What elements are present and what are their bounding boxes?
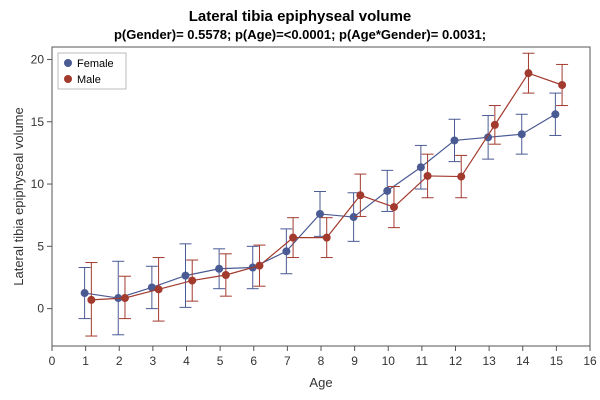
- male-point: [356, 191, 365, 200]
- x-tick-label: 13: [482, 354, 496, 368]
- male-point: [255, 261, 264, 270]
- male-point: [289, 233, 298, 242]
- y-axis-label: Lateral tibia epiphyseal volume: [11, 107, 26, 286]
- male-point: [389, 203, 398, 212]
- y-tick-label: 5: [37, 239, 44, 253]
- female-point: [215, 264, 224, 273]
- male-legend-label: Male: [77, 74, 101, 86]
- chart-subtitle: p(Gender)= 0.5578; p(Age)=<0.0001; p(Age…: [113, 27, 487, 42]
- x-tick-label: 5: [217, 354, 224, 368]
- x-tick-label: 9: [351, 354, 358, 368]
- male-point: [322, 233, 331, 242]
- male-point: [423, 171, 432, 180]
- male-point: [120, 294, 129, 303]
- x-tick-label: 12: [449, 354, 463, 368]
- male-point: [221, 270, 230, 279]
- female-point: [517, 130, 526, 139]
- plot-frame: [51, 46, 591, 347]
- female-legend-marker: [64, 59, 72, 67]
- x-tick-label: 8: [318, 354, 325, 368]
- female-point: [147, 283, 156, 292]
- male-point: [87, 295, 96, 304]
- legend-box: [57, 52, 127, 90]
- y-tick-label: 0: [37, 302, 44, 316]
- female-point: [416, 163, 425, 172]
- x-tick-label: 4: [183, 354, 190, 368]
- male-point: [457, 172, 466, 181]
- female-point: [349, 213, 358, 222]
- x-tick-label: 16: [583, 354, 597, 368]
- x-tick-label: 2: [116, 354, 123, 368]
- female-point: [383, 186, 392, 195]
- female-point: [181, 271, 190, 280]
- male-point: [524, 69, 533, 78]
- x-tick-label: 1: [82, 354, 89, 368]
- chart-title: Lateral tibia epiphyseal volume: [188, 8, 412, 25]
- male-legend-marker: [64, 75, 72, 83]
- x-tick-label: 7: [284, 354, 291, 368]
- female-point: [551, 110, 560, 119]
- male-point: [490, 120, 499, 129]
- x-tick-label: 15: [550, 354, 564, 368]
- y-tick-label: 15: [31, 115, 45, 129]
- y-tick-label: 20: [31, 52, 45, 66]
- x-tick-label: 6: [250, 354, 257, 368]
- male-series-line: [91, 72, 563, 301]
- female-point: [80, 289, 89, 298]
- male-point: [558, 80, 567, 89]
- female-point: [315, 209, 324, 218]
- x-tick-label: 3: [150, 354, 157, 368]
- x-tick-label: 0: [49, 354, 56, 368]
- x-tick-label: 14: [516, 354, 530, 368]
- female-point: [282, 247, 291, 256]
- female-legend-label: Female: [77, 58, 114, 70]
- female-point: [450, 136, 459, 145]
- y-tick-label: 10: [31, 177, 45, 191]
- x-axis-label: Age: [309, 375, 332, 390]
- male-point: [188, 276, 197, 285]
- male-point: [154, 285, 163, 294]
- x-tick-label: 11: [416, 354, 429, 368]
- x-tick-label: 10: [382, 354, 396, 368]
